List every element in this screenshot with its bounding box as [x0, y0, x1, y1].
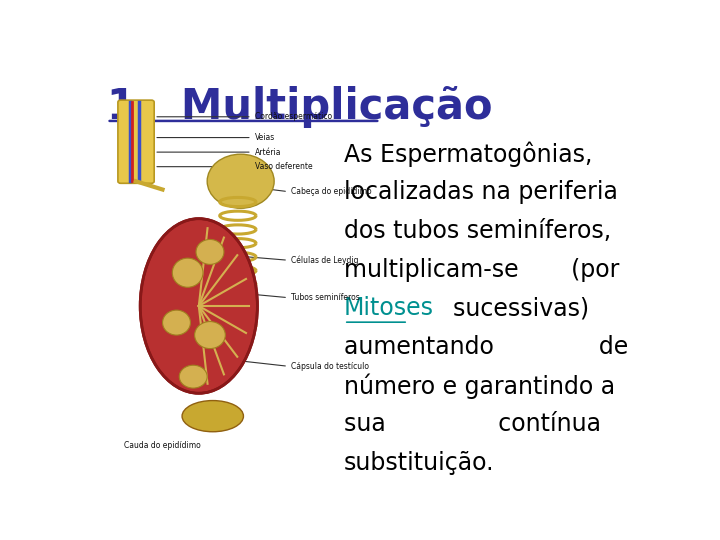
Text: Cauda do epidídimo: Cauda do epidídimo: [124, 441, 201, 450]
Ellipse shape: [194, 321, 225, 349]
Text: Artéria: Artéria: [255, 147, 281, 157]
Ellipse shape: [196, 239, 224, 265]
Text: substituição.: substituição.: [344, 451, 495, 475]
Text: multiplicam-se       (por: multiplicam-se (por: [344, 258, 619, 282]
Text: Mitoses: Mitoses: [344, 296, 434, 320]
Text: Veias: Veias: [255, 133, 275, 142]
Text: localizadas na periferia: localizadas na periferia: [344, 180, 618, 205]
Text: sua               contínua: sua contínua: [344, 413, 601, 436]
Ellipse shape: [207, 154, 274, 208]
Text: número e garantindo a: número e garantindo a: [344, 374, 615, 399]
Text: As Espermatogônias,: As Espermatogônias,: [344, 141, 593, 167]
Text: Vaso deferente: Vaso deferente: [255, 162, 312, 171]
Text: dos tubos seminíferos,: dos tubos seminíferos,: [344, 219, 611, 243]
Text: sucessivas): sucessivas): [408, 296, 589, 320]
Ellipse shape: [163, 310, 191, 335]
Text: Cápsula do testículo: Cápsula do testículo: [291, 362, 369, 371]
Text: Cabeça do epidídimo: Cabeça do epidídimo: [291, 187, 372, 196]
Text: 1.  Multiplicação: 1. Multiplicação: [107, 85, 492, 127]
FancyBboxPatch shape: [118, 100, 154, 183]
Text: Células de Leydig: Células de Leydig: [291, 255, 359, 265]
Text: aumentando              de: aumentando de: [344, 335, 628, 359]
Text: Cordão espermático: Cordão espermático: [255, 112, 332, 122]
Text: Tubos seminíferos: Tubos seminíferos: [291, 293, 359, 302]
Ellipse shape: [179, 365, 207, 388]
Ellipse shape: [182, 401, 243, 432]
Ellipse shape: [172, 258, 203, 287]
Ellipse shape: [140, 219, 258, 393]
